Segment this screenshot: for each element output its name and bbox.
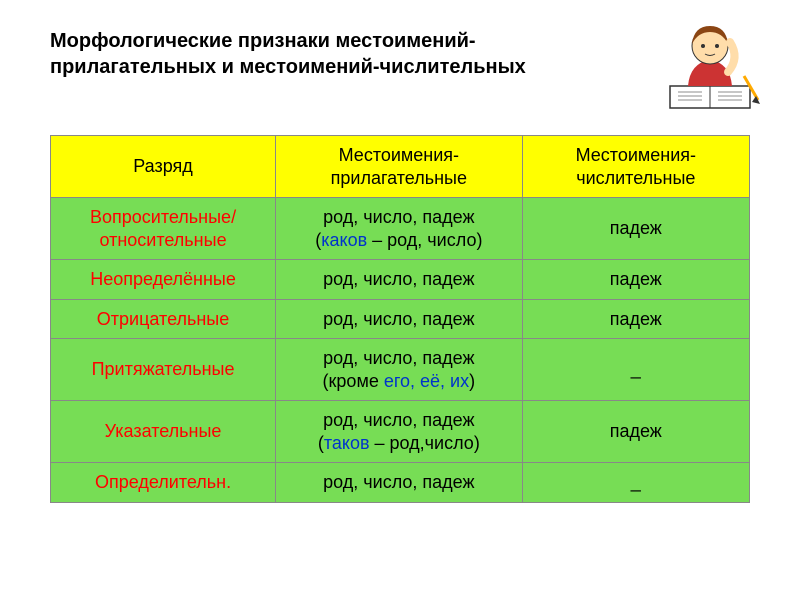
category-cell: Вопросительные/относительные [51, 198, 276, 260]
adj-note-word: каков [321, 230, 367, 250]
adj-note-post: – род, число) [367, 230, 482, 250]
adj-main: род, число, падеж [323, 410, 474, 430]
numeral-cell: падеж [522, 198, 749, 260]
table-row: Указательные род, число, падеж (таков – … [51, 401, 750, 463]
adj-note-word: его, её, их [384, 371, 469, 391]
adjective-cell: род, число, падеж [276, 463, 523, 503]
adjective-cell: род, число, падеж [276, 299, 523, 339]
adj-note-post: ) [469, 371, 475, 391]
category-cell: Отрицательные [51, 299, 276, 339]
adj-note-post: – род,число) [370, 433, 480, 453]
page-title: Морфологические признаки местоимений-при… [50, 28, 610, 80]
numeral-cell: _ [522, 339, 749, 401]
adjective-cell: род, число, падеж (таков – род,число) [276, 401, 523, 463]
features-table: Разряд Местоимения-прилагательные Местои… [50, 135, 750, 503]
category-cell: Неопределённые [51, 260, 276, 300]
adjective-cell: род, число, падеж (кроме его, её, их) [276, 339, 523, 401]
table-header-row: Разряд Местоимения-прилагательные Местои… [51, 136, 750, 198]
adj-main: род, число, падеж [323, 348, 474, 368]
table-row: Отрицательные род, число, падеж падеж [51, 299, 750, 339]
table-row: Вопросительные/относительные род, число,… [51, 198, 750, 260]
table-row: Определительн. род, число, падеж _ [51, 463, 750, 503]
adj-note-word: таков [324, 433, 370, 453]
adj-main: род, число, падеж [323, 207, 474, 227]
student-illustration [640, 8, 770, 118]
numeral-cell: падеж [522, 260, 749, 300]
header-adjective: Местоимения-прилагательные [276, 136, 523, 198]
numeral-cell: падеж [522, 299, 749, 339]
category-cell: Притяжательные [51, 339, 276, 401]
numeral-cell: _ [522, 463, 749, 503]
table-row: Неопределённые род, число, падеж падеж [51, 260, 750, 300]
header-category: Разряд [51, 136, 276, 198]
numeral-cell: падеж [522, 401, 749, 463]
category-cell: Указательные [51, 401, 276, 463]
header-numeral: Местоимения-числительные [522, 136, 749, 198]
adjective-cell: род, число, падеж [276, 260, 523, 300]
adj-note-pre: (кроме [323, 371, 384, 391]
table-row: Притяжательные род, число, падеж (кроме … [51, 339, 750, 401]
category-cell: Определительн. [51, 463, 276, 503]
adjective-cell: род, число, падеж (каков – род, число) [276, 198, 523, 260]
